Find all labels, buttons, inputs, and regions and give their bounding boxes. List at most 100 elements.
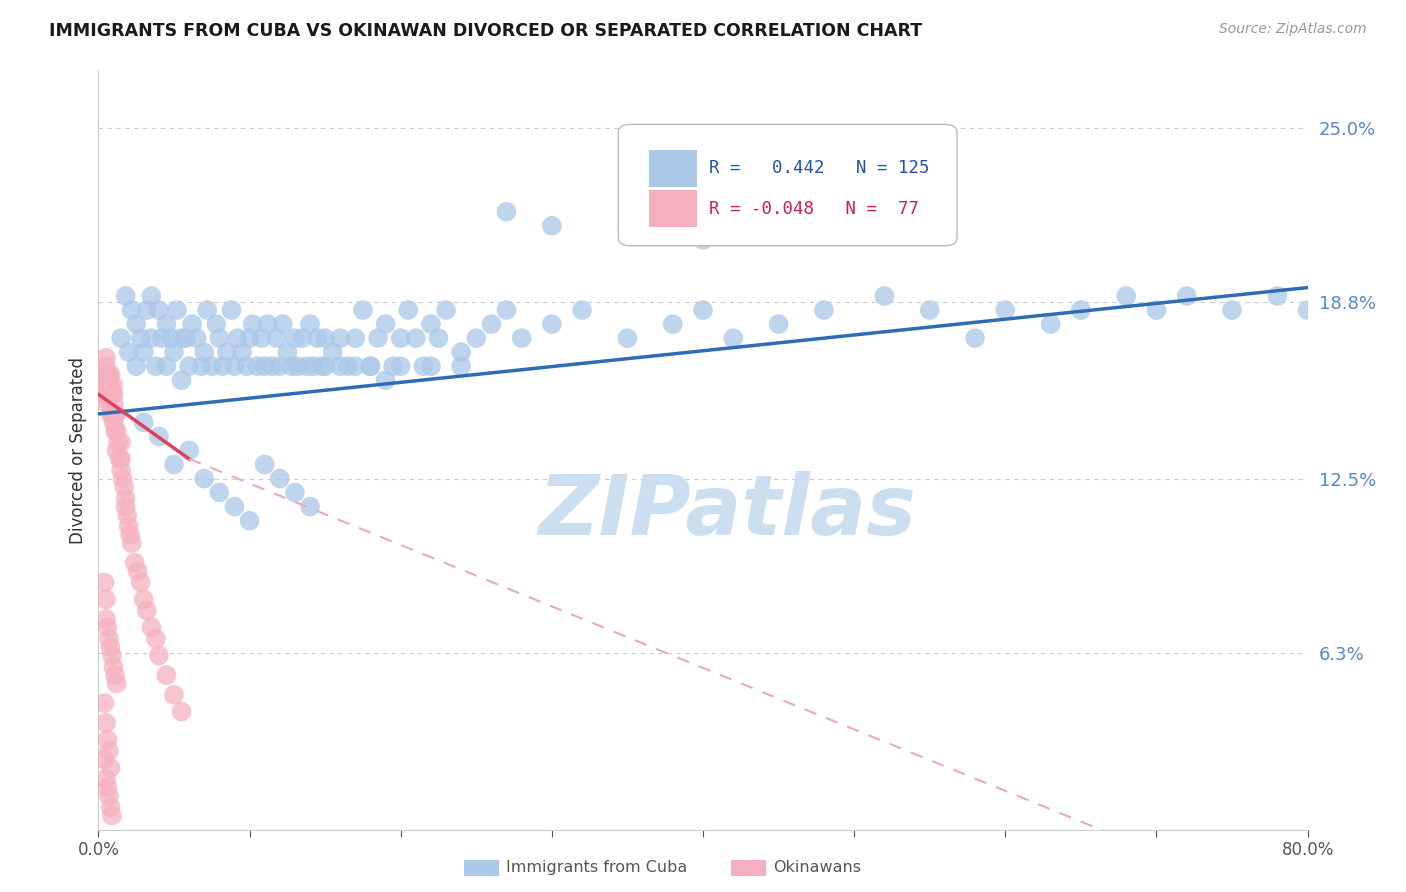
Point	[96, 732, 118, 747]
Point	[616, 331, 638, 345]
Point	[256, 317, 278, 331]
Point	[311, 359, 333, 374]
Point	[125, 359, 148, 374]
Point	[132, 416, 155, 430]
Point	[110, 451, 132, 466]
Point	[302, 359, 325, 374]
Point	[193, 471, 215, 485]
Point	[1070, 303, 1092, 318]
Point	[360, 359, 382, 374]
Text: IMMIGRANTS FROM CUBA VS OKINAWAN DIVORCED OR SEPARATED CORRELATION CHART: IMMIGRANTS FROM CUBA VS OKINAWAN DIVORCE…	[49, 22, 922, 40]
Point	[1039, 317, 1062, 331]
Point	[269, 359, 291, 374]
Point	[215, 345, 238, 359]
Point	[271, 317, 294, 331]
Point	[420, 359, 443, 374]
Point	[120, 527, 142, 541]
Point	[295, 359, 318, 374]
Point	[94, 612, 117, 626]
Point	[239, 514, 262, 528]
Point	[160, 331, 183, 345]
Point	[101, 407, 124, 421]
Point	[93, 696, 115, 710]
Point	[284, 485, 307, 500]
Point	[111, 471, 134, 485]
Point	[94, 395, 117, 409]
Point	[150, 331, 173, 345]
Point	[163, 688, 186, 702]
Point	[420, 317, 443, 331]
Point	[103, 387, 125, 401]
Point	[103, 407, 125, 421]
Bar	[648, 190, 697, 227]
Point	[540, 317, 562, 331]
Point	[93, 387, 115, 401]
Point	[96, 620, 118, 634]
Point	[98, 789, 121, 803]
Point	[314, 359, 336, 374]
Point	[179, 359, 201, 374]
Point	[98, 387, 121, 401]
Point	[396, 303, 419, 318]
Point	[276, 345, 298, 359]
Point	[571, 303, 593, 318]
Point	[112, 480, 135, 494]
Point	[540, 219, 562, 233]
Text: R =   0.442   N = 125: R = 0.442 N = 125	[709, 160, 929, 178]
Point	[124, 556, 146, 570]
Point	[723, 331, 745, 345]
Point	[226, 331, 249, 345]
Point	[1175, 289, 1198, 303]
Point	[291, 331, 314, 345]
Point	[93, 368, 115, 382]
Point	[100, 407, 122, 421]
Point	[1220, 303, 1243, 318]
Point	[118, 345, 141, 359]
Point	[246, 359, 269, 374]
Point	[100, 387, 122, 401]
Point	[163, 345, 186, 359]
Point	[314, 331, 336, 345]
Point	[118, 519, 141, 533]
Point	[125, 317, 148, 331]
Point	[307, 331, 329, 345]
Point	[427, 331, 450, 345]
Point	[103, 379, 125, 393]
Point	[121, 536, 143, 550]
Point	[193, 345, 215, 359]
Point	[135, 603, 157, 617]
Point	[100, 640, 122, 654]
Point	[224, 359, 246, 374]
Point	[389, 359, 412, 374]
Point	[103, 416, 125, 430]
Point	[114, 289, 136, 303]
Point	[121, 303, 143, 318]
Point	[616, 219, 638, 233]
Point	[104, 407, 127, 421]
Point	[170, 373, 193, 387]
Text: Source: ZipAtlas.com: Source: ZipAtlas.com	[1219, 22, 1367, 37]
Point	[250, 331, 273, 345]
Point	[103, 395, 125, 409]
Text: R = -0.048   N =  77: R = -0.048 N = 77	[709, 201, 920, 219]
Point	[98, 373, 121, 387]
FancyBboxPatch shape	[619, 124, 957, 245]
Point	[190, 359, 212, 374]
Point	[510, 331, 533, 345]
Point	[145, 359, 167, 374]
Point	[135, 303, 157, 318]
Point	[94, 359, 117, 374]
Point	[186, 331, 208, 345]
Point	[412, 359, 434, 374]
Point	[450, 345, 472, 359]
Point	[94, 715, 117, 730]
Point	[96, 392, 118, 407]
Point	[344, 331, 367, 345]
Point	[155, 359, 177, 374]
Point	[813, 303, 835, 318]
Point	[110, 463, 132, 477]
Point	[179, 443, 201, 458]
Point	[170, 705, 193, 719]
Point	[91, 379, 114, 393]
Point	[965, 331, 987, 345]
